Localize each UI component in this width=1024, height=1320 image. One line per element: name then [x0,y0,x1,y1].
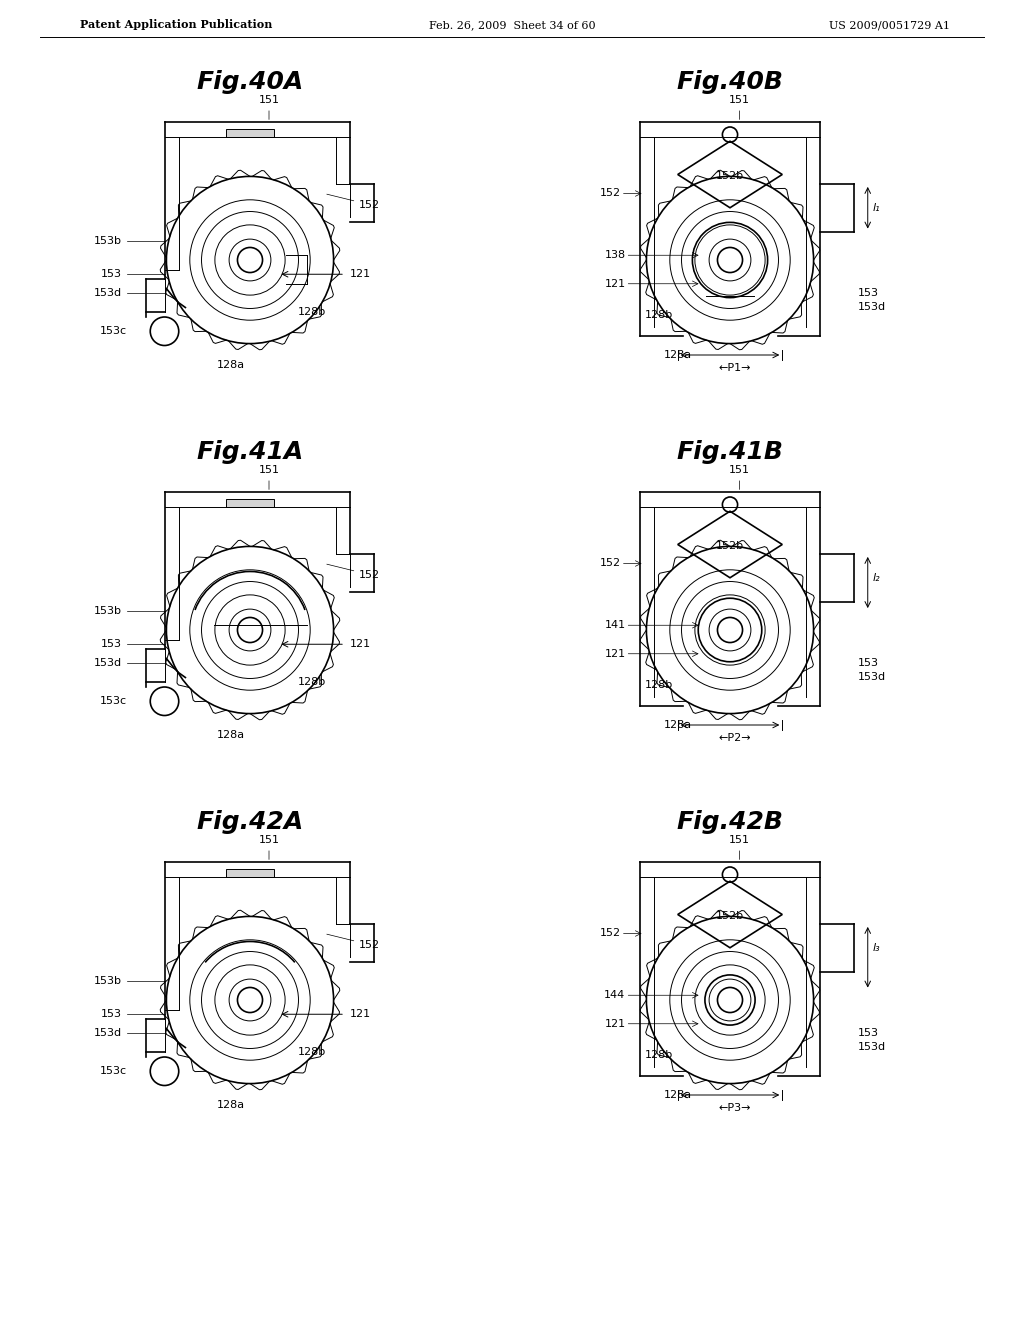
Text: 153d: 153d [858,302,887,313]
Text: 153: 153 [858,659,880,668]
Text: 152: 152 [327,564,380,579]
Text: 121: 121 [604,279,626,289]
Text: 152: 152 [600,928,621,939]
Text: Fig.40B: Fig.40B [677,70,783,94]
Text: Patent Application Publication: Patent Application Publication [80,20,272,30]
Text: 121: 121 [350,1010,371,1019]
Text: 152: 152 [327,194,380,210]
Text: 153d: 153d [93,288,122,298]
Circle shape [722,127,737,143]
Text: 128b: 128b [298,1047,326,1057]
Text: 153d: 153d [93,1028,122,1039]
Text: 153d: 153d [858,672,887,682]
Text: ←P1→: ←P1→ [719,363,751,372]
Text: Feb. 26, 2009  Sheet 34 of 60: Feb. 26, 2009 Sheet 34 of 60 [429,20,595,30]
Text: 128b: 128b [298,308,326,317]
Text: 128a: 128a [217,730,245,739]
Text: 151: 151 [729,95,750,120]
Text: 152b: 152b [716,541,744,552]
Text: 121: 121 [604,648,626,659]
Text: 153: 153 [100,269,122,280]
Text: l₃: l₃ [872,942,880,953]
Text: 153b: 153b [94,606,122,616]
Text: 151: 151 [258,465,280,490]
Circle shape [718,618,742,643]
Text: Fig.42B: Fig.42B [677,809,783,834]
Bar [226,129,273,136]
Text: l₁: l₁ [872,203,880,213]
Text: ←P2→: ←P2→ [719,733,751,743]
Text: 151: 151 [258,836,280,859]
Bar [226,869,273,876]
Text: 151: 151 [729,836,750,859]
Text: 128a: 128a [664,719,692,730]
Text: 153: 153 [858,1028,880,1039]
Text: Fig.41B: Fig.41B [677,440,783,463]
Text: 121: 121 [604,1019,626,1028]
Circle shape [722,498,737,512]
Text: 152: 152 [327,935,380,950]
Text: Fig.41A: Fig.41A [197,440,304,463]
Text: 153c: 153c [99,696,127,706]
Text: 153: 153 [100,639,122,649]
Text: 152b: 152b [716,172,744,181]
Text: 151: 151 [258,95,280,120]
Circle shape [238,618,262,643]
Text: 153b: 153b [94,975,122,986]
Text: 121: 121 [350,269,371,280]
Text: l₂: l₂ [872,573,880,582]
Text: 128a: 128a [217,359,245,370]
Text: 138: 138 [604,251,626,260]
Text: 128a: 128a [664,1090,692,1100]
Text: 128b: 128b [645,1051,673,1060]
Text: 121: 121 [350,639,371,649]
Circle shape [722,867,737,882]
Text: 128b: 128b [298,677,326,688]
Text: 153: 153 [858,288,880,298]
Text: 152: 152 [600,558,621,569]
Text: 128a: 128a [217,1100,245,1110]
Circle shape [718,247,742,272]
Circle shape [238,247,262,272]
Text: 153c: 153c [99,326,127,337]
Circle shape [718,987,742,1012]
Text: 152b: 152b [716,911,744,921]
Text: 153c: 153c [99,1067,127,1076]
Text: Fig.42A: Fig.42A [197,809,304,834]
Text: ←P3→: ←P3→ [719,1102,751,1113]
Text: 153b: 153b [94,236,122,246]
Text: 151: 151 [729,465,750,490]
Text: US 2009/0051729 A1: US 2009/0051729 A1 [829,20,950,30]
Bar [226,499,273,507]
Text: 153d: 153d [858,1043,887,1052]
Text: 141: 141 [604,620,626,630]
Text: 152: 152 [600,189,621,198]
Text: 153: 153 [100,1010,122,1019]
Text: Fig.40A: Fig.40A [197,70,304,94]
Circle shape [238,987,262,1012]
Text: 128b: 128b [645,680,673,690]
Text: 128a: 128a [664,350,692,360]
Text: 128b: 128b [645,310,673,321]
Text: 153d: 153d [93,659,122,668]
Text: 144: 144 [604,990,626,1001]
